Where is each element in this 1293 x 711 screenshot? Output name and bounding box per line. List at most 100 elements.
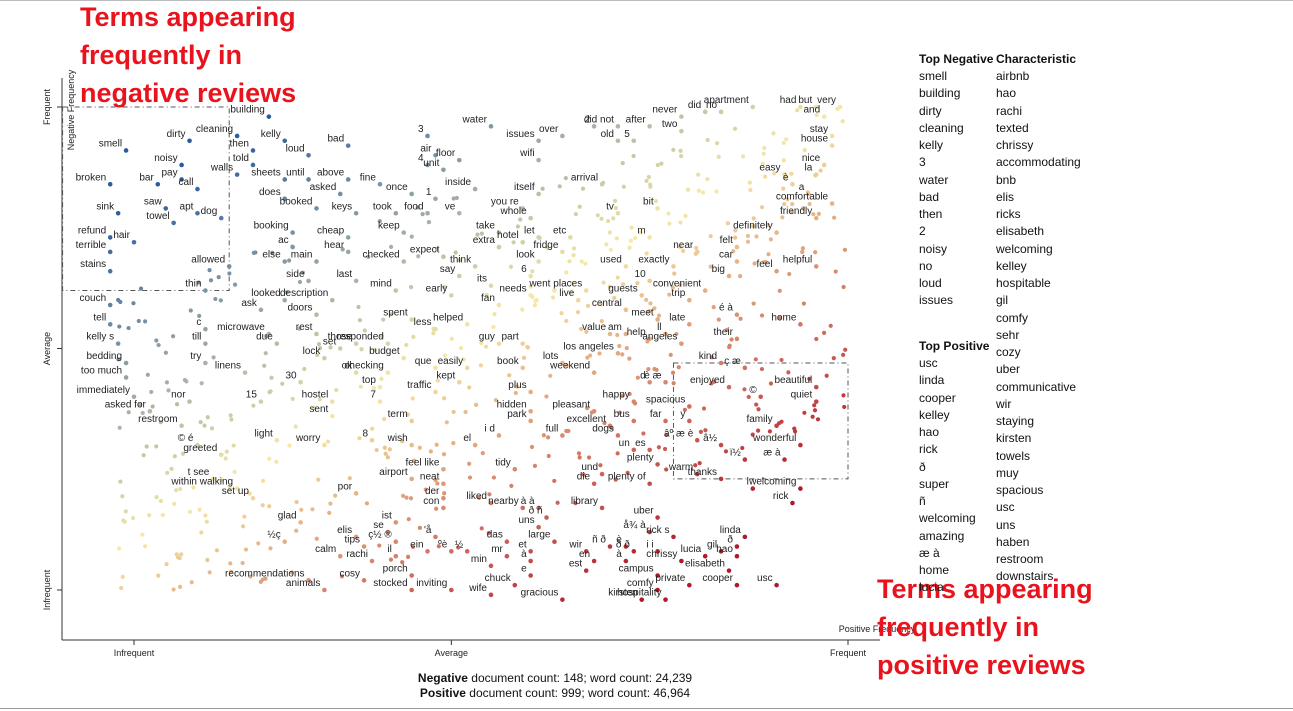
term-label[interactable]: sink bbox=[96, 201, 115, 212]
term-label[interactable]: set bbox=[323, 337, 337, 348]
characteristic-item[interactable]: welcoming bbox=[996, 241, 1053, 256]
term-label[interactable]: part bbox=[501, 332, 518, 343]
characteristic-item[interactable]: spacious bbox=[996, 483, 1044, 497]
term-point[interactable] bbox=[496, 230, 502, 235]
term-point[interactable] bbox=[607, 423, 613, 429]
term-label[interactable]: fine bbox=[360, 172, 377, 183]
term-label[interactable]: los angeles bbox=[563, 341, 614, 352]
term-label[interactable]: and bbox=[804, 105, 821, 116]
term-label[interactable]: try bbox=[190, 351, 201, 362]
term-label[interactable]: never bbox=[652, 105, 678, 116]
term-label[interactable]: pleasant bbox=[552, 399, 590, 410]
term-point[interactable] bbox=[560, 360, 565, 366]
characteristic-item[interactable]: uber bbox=[996, 362, 1021, 377]
term-label[interactable]: spent bbox=[383, 308, 408, 319]
term-point[interactable] bbox=[123, 375, 129, 380]
term-label[interactable]: did not bbox=[584, 114, 614, 125]
term-point[interactable] bbox=[409, 442, 414, 448]
term-point[interactable] bbox=[536, 235, 541, 240]
term-point[interactable] bbox=[504, 539, 510, 544]
term-point[interactable] bbox=[409, 587, 414, 593]
term-point[interactable] bbox=[687, 582, 692, 588]
top-positive-item[interactable]: welcoming bbox=[919, 511, 976, 526]
term-label[interactable]: water bbox=[462, 114, 488, 125]
term-point[interactable] bbox=[163, 206, 169, 211]
term-label[interactable]: guests bbox=[608, 283, 637, 294]
term-point[interactable] bbox=[623, 264, 629, 269]
term-label[interactable]: etc bbox=[553, 225, 566, 236]
term-point[interactable] bbox=[353, 370, 359, 375]
term-label[interactable]: der bbox=[425, 486, 440, 497]
term-point[interactable] bbox=[345, 249, 351, 255]
term-point[interactable] bbox=[528, 558, 533, 564]
term-label[interactable]: ç æ bbox=[724, 356, 741, 367]
term-label[interactable]: quiet bbox=[791, 390, 813, 401]
term-point[interactable] bbox=[560, 249, 565, 255]
term-label[interactable]: apt bbox=[180, 201, 194, 212]
term-point[interactable] bbox=[718, 476, 724, 482]
term-point[interactable] bbox=[472, 186, 478, 192]
term-label[interactable]: old bbox=[601, 129, 614, 140]
term-point[interactable] bbox=[615, 351, 621, 356]
term-point[interactable] bbox=[441, 505, 446, 511]
term-point[interactable] bbox=[306, 578, 311, 583]
term-label[interactable]: asked for bbox=[105, 399, 147, 410]
term-point[interactable] bbox=[647, 278, 652, 284]
term-point[interactable] bbox=[679, 341, 684, 346]
term-point[interactable] bbox=[742, 365, 748, 371]
term-point[interactable] bbox=[322, 442, 327, 448]
term-label[interactable]: private bbox=[655, 573, 685, 584]
term-point[interactable] bbox=[583, 288, 589, 293]
term-label[interactable]: you re bbox=[491, 196, 519, 207]
term-point[interactable] bbox=[377, 181, 383, 187]
term-label[interactable]: hair bbox=[113, 230, 130, 241]
term-label[interactable]: went bbox=[528, 279, 550, 290]
term-label[interactable]: usc bbox=[757, 573, 773, 584]
term-label[interactable]: 3 bbox=[418, 124, 424, 135]
term-point[interactable] bbox=[512, 466, 518, 472]
term-label[interactable]: couch bbox=[80, 293, 107, 304]
term-label[interactable]: thanks bbox=[688, 467, 717, 478]
term-label[interactable]: nearby bbox=[488, 496, 519, 507]
characteristic-item[interactable]: rachi bbox=[996, 103, 1023, 118]
term-label[interactable]: bit bbox=[643, 196, 654, 207]
term-label[interactable]: und bbox=[581, 462, 598, 473]
term-label[interactable]: pay bbox=[161, 167, 177, 178]
term-label[interactable]: noisy bbox=[154, 153, 177, 164]
term-label[interactable]: fan bbox=[481, 293, 495, 304]
term-point[interactable] bbox=[599, 505, 605, 511]
term-label[interactable]: lucia bbox=[681, 544, 702, 555]
term-label[interactable]: home bbox=[771, 312, 796, 323]
term-point[interactable] bbox=[679, 128, 684, 134]
term-label[interactable]: kelly s bbox=[86, 332, 114, 343]
term-label[interactable]: central bbox=[592, 298, 622, 309]
term-label[interactable]: immediately bbox=[77, 385, 130, 396]
term-label[interactable]: linda bbox=[720, 525, 742, 536]
term-label[interactable]: porch bbox=[383, 564, 408, 575]
term-label[interactable]: 7 bbox=[370, 390, 376, 401]
term-point[interactable] bbox=[298, 520, 303, 525]
term-point[interactable] bbox=[337, 553, 343, 559]
term-point[interactable] bbox=[393, 539, 399, 544]
term-point[interactable] bbox=[393, 210, 399, 216]
term-point[interactable] bbox=[282, 259, 288, 264]
term-label[interactable]: booked bbox=[280, 196, 313, 207]
top-positive-item[interactable]: amazing bbox=[919, 528, 965, 543]
term-label[interactable]: ½ç bbox=[267, 530, 280, 541]
term-point[interactable] bbox=[377, 399, 383, 404]
term-label[interactable]: inviting bbox=[416, 578, 447, 589]
term-point[interactable] bbox=[536, 157, 541, 163]
term-label[interactable]: dirty bbox=[167, 129, 186, 140]
term-point[interactable] bbox=[330, 413, 335, 419]
term-point[interactable] bbox=[433, 534, 438, 540]
term-label[interactable]: issues bbox=[506, 129, 534, 140]
top-negative-item[interactable]: no bbox=[919, 258, 933, 273]
term-label[interactable]: light bbox=[254, 428, 273, 439]
term-point[interactable] bbox=[758, 394, 764, 400]
term-point[interactable] bbox=[353, 210, 359, 216]
term-point[interactable] bbox=[203, 341, 208, 346]
term-label[interactable]: lots bbox=[543, 351, 559, 362]
term-label[interactable]: took bbox=[373, 201, 393, 212]
term-label[interactable]: sent bbox=[309, 404, 328, 415]
term-label[interactable]: enjoyed bbox=[690, 375, 725, 386]
